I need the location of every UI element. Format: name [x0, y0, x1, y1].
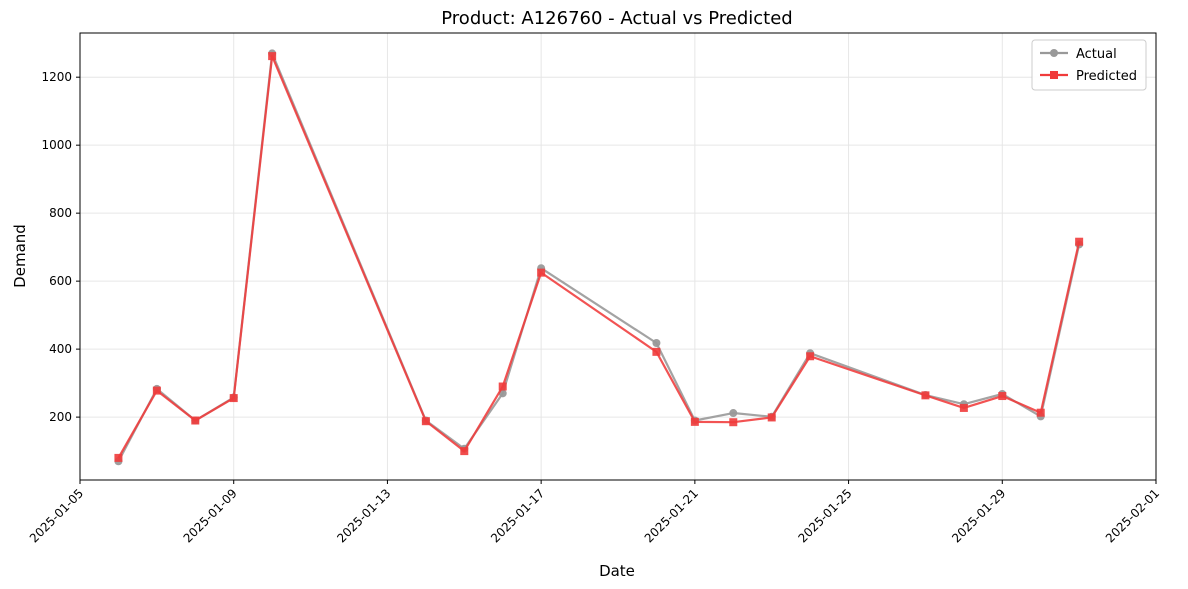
predicted-point [421, 417, 430, 426]
x-tick-label: 2025-01-13 [334, 486, 393, 545]
y-tick-label: 800 [49, 206, 72, 220]
predicted-point [652, 347, 661, 356]
predicted-point [268, 52, 277, 61]
predicted-point [729, 418, 738, 427]
y-tick-label: 1200 [41, 70, 72, 84]
actual-line [117, 52, 1081, 462]
x-tick-label: 2025-02-01 [1103, 486, 1162, 545]
series-layer [114, 49, 1084, 466]
predicted-point [114, 453, 123, 462]
y-tick-label: 1000 [41, 138, 72, 152]
predicted-point [498, 382, 507, 391]
legend-item-actual: Actual [1040, 47, 1117, 62]
predicted-point [229, 394, 238, 403]
y-tick-label: 400 [49, 342, 72, 356]
predicted-point [191, 416, 200, 425]
x-axis-title: Date [599, 562, 635, 580]
legend: Actual Predicted [1031, 39, 1147, 91]
predicted-point [959, 403, 968, 412]
predicted-point [1075, 237, 1084, 246]
y-tick-label: 600 [49, 274, 72, 288]
actual-series [114, 49, 1084, 466]
x-axis: 2025-01-05 2025-01-09 2025-01-13 2025-01-17… [27, 480, 1162, 545]
legend-item-predicted: Predicted [1040, 69, 1137, 84]
x-tick-label: 2025-01-21 [642, 486, 701, 545]
x-tick-label: 2025-01-29 [949, 486, 1008, 545]
actual-point [729, 409, 738, 418]
y-axis-title: Demand [11, 224, 29, 288]
legend-swatch-marker [1050, 49, 1058, 57]
chart-title: Product: A126760 - Actual vs Predicted [441, 8, 792, 29]
x-tick-label: 2025-01-25 [795, 486, 854, 545]
plot-area [79, 32, 1157, 481]
predicted-line [117, 55, 1081, 459]
predicted-series [114, 52, 1084, 462]
actual-point [652, 339, 661, 348]
legend-swatch-marker [1050, 71, 1058, 79]
predicted-point [1036, 408, 1045, 417]
predicted-point [690, 417, 699, 426]
legend-label: Actual [1076, 47, 1117, 62]
predicted-point [767, 413, 776, 422]
grid [79, 33, 1157, 480]
predicted-point [921, 391, 930, 400]
x-tick-label: 2025-01-09 [181, 486, 240, 545]
predicted-point [460, 447, 469, 456]
predicted-point [998, 392, 1007, 401]
x-tick-label: 2025-01-05 [27, 486, 86, 545]
predicted-point [152, 386, 161, 395]
y-axis: 200 400 600 800 1000 1200 [41, 70, 80, 424]
predicted-point [537, 268, 546, 277]
y-tick-label: 200 [49, 410, 72, 424]
predicted-point [806, 352, 815, 361]
x-tick-label: 2025-01-17 [488, 486, 547, 545]
legend-label: Predicted [1076, 69, 1137, 84]
